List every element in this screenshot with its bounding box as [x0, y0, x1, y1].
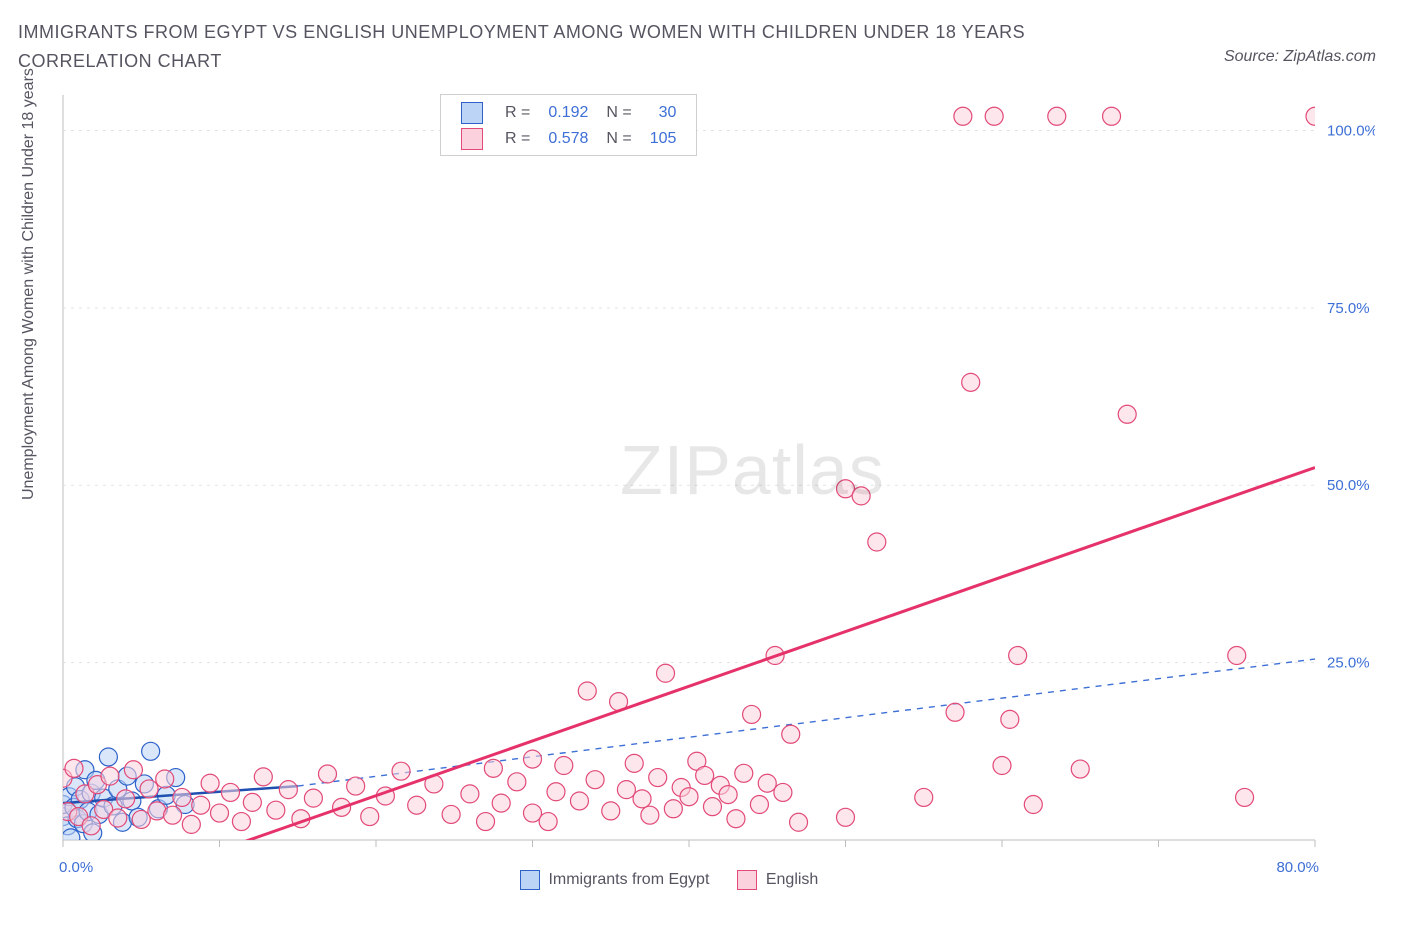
svg-text:75.0%: 75.0% — [1327, 300, 1370, 317]
legend-item: English — [737, 871, 818, 888]
series-legend: Immigrants from Egypt English — [520, 870, 846, 890]
svg-text:100.0%: 100.0% — [1327, 122, 1375, 139]
y-axis-label: Unemployment Among Women with Children U… — [20, 68, 38, 500]
svg-text:0.0%: 0.0% — [59, 859, 93, 876]
watermark: ZIPatlas — [620, 430, 885, 510]
legend-item: Immigrants from Egypt — [520, 871, 709, 888]
svg-text:80.0%: 80.0% — [1276, 859, 1319, 876]
svg-text:50.0%: 50.0% — [1327, 477, 1370, 494]
correlation-legend: R =0.192N =30R =0.578N =105 — [440, 94, 697, 156]
svg-text:25.0%: 25.0% — [1327, 655, 1370, 672]
source-label: Source: ZipAtlas.com — [1224, 48, 1376, 66]
chart-title: IMMIGRANTS FROM EGYPT VS ENGLISH UNEMPLO… — [18, 18, 1078, 76]
